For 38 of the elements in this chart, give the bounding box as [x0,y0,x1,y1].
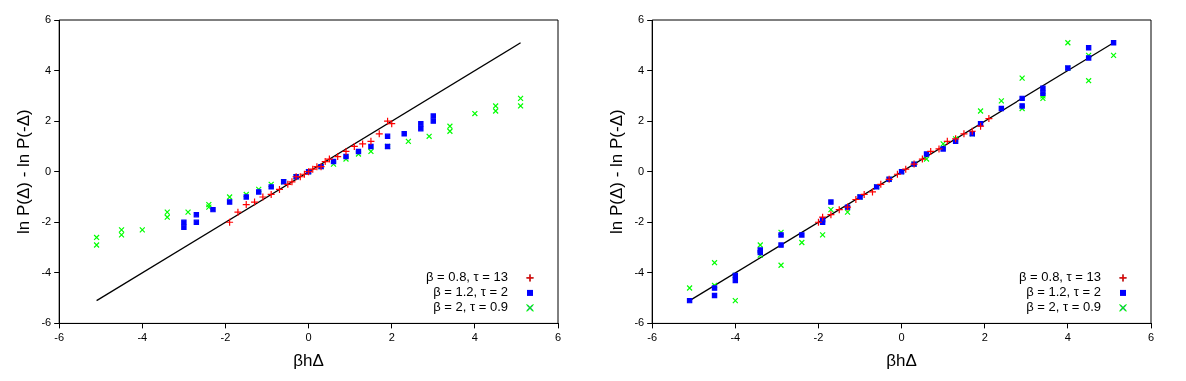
y-tick-label: -2 [634,215,645,228]
x-tick-label: 4 [471,331,478,344]
x-axis-title: βhΔ [293,351,324,371]
x-tick-label: 4 [1064,331,1071,344]
x-tick-label: 0 [898,331,905,344]
y-tick-label: -2 [41,215,52,228]
x-tick-label: -4 [137,331,148,344]
x-tick-label: 2 [388,331,395,344]
x-tick-label: -4 [730,331,741,344]
y-tick-label: 2 [638,114,645,127]
y-tick-label: 4 [45,63,52,76]
y-tick-label: -6 [41,316,52,329]
x-tick-label: 0 [305,331,312,344]
y-axis-title: ln P(Δ) - ln P(-Δ) [606,109,626,235]
x-tick-label: -6 [647,331,658,344]
x-tick-label: 6 [1147,331,1155,344]
y-tick-label: -6 [634,316,645,329]
legend-label: β = 2, τ = 0.9 [1026,299,1101,315]
y-tick-label: 0 [45,164,52,177]
legend-label: β = 0.8, τ = 13 [426,269,508,285]
y-tick-label: 2 [45,114,52,127]
y-tick-label: 4 [638,63,645,76]
y-tick-label: 6 [638,13,645,26]
y-tick-label: -4 [634,265,645,278]
x-tick-label: -2 [220,331,231,344]
legend-label: β = 1.2, τ = 2 [433,284,508,300]
y-tick-label: 6 [45,13,52,26]
x-axis-title: βhΔ [886,351,917,371]
y-tick-label: -4 [41,265,52,278]
legend-label: β = 1.2, τ = 2 [1026,284,1101,300]
legend-label: β = 2, τ = 0.9 [433,299,508,315]
x-tick-label: 6 [554,331,562,344]
x-tick-label: -2 [813,331,824,344]
y-tick-label: 0 [638,164,645,177]
legend-label: β = 0.8, τ = 13 [1019,269,1101,285]
x-tick-label: 2 [981,331,988,344]
x-tick-label: -6 [54,331,65,344]
y-axis-title: ln P(Δ) - ln P(-Δ) [13,109,33,235]
